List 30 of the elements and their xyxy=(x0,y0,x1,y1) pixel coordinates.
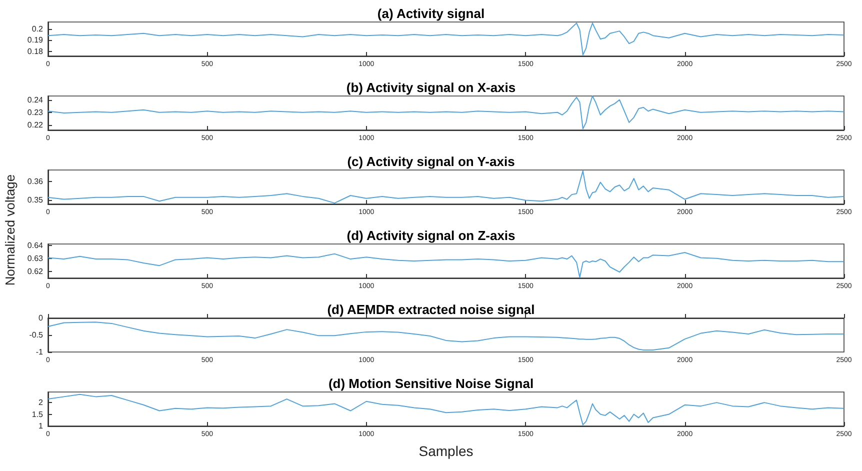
y-tick-label: 0.2 xyxy=(32,24,44,34)
y-tick-label: 0.35 xyxy=(27,196,44,205)
chart-title: (a) Activity signal xyxy=(377,6,485,21)
y-tick-label: 2 xyxy=(38,398,44,408)
chart-title: (b) Activity signal on X-axis xyxy=(346,80,516,95)
y-tick-label: 0.23 xyxy=(27,108,44,117)
y-axis-title: Normalized voltage xyxy=(2,174,18,286)
y-tick-label: 0.22 xyxy=(27,120,44,130)
chart-title: (d) Motion Sensitive Noise Signal xyxy=(328,376,534,391)
y-tick-label: 0.63 xyxy=(27,254,44,263)
y-tick-label: 0.36 xyxy=(27,176,44,186)
y-tick-label: -1 xyxy=(36,348,44,356)
y-tick-label: 1.5 xyxy=(32,410,44,419)
chart-title: (d) Activity signal on Z-axis xyxy=(346,228,516,243)
y-tick-label: 0.18 xyxy=(27,46,44,56)
line-series xyxy=(48,96,844,130)
line-series xyxy=(48,394,844,426)
y-tick-label: 0.62 xyxy=(27,266,44,276)
line-series xyxy=(48,322,844,350)
chart-title: (c) Activity signal on Y-axis xyxy=(347,154,515,169)
line-series xyxy=(48,170,844,204)
y-tick-label: 0.19 xyxy=(27,36,44,45)
chart-title: (d) AEMDR extracted noise signal xyxy=(327,302,535,317)
x-axis-title: Samples xyxy=(418,443,474,459)
y-tick-label: 1 xyxy=(38,422,44,430)
y-tick-label: 0.24 xyxy=(27,95,44,104)
y-tick-label: 0 xyxy=(38,314,44,322)
y-tick-label: 0.64 xyxy=(27,240,44,250)
y-tick-label: -0.5 xyxy=(29,330,44,340)
line-series xyxy=(48,22,844,56)
